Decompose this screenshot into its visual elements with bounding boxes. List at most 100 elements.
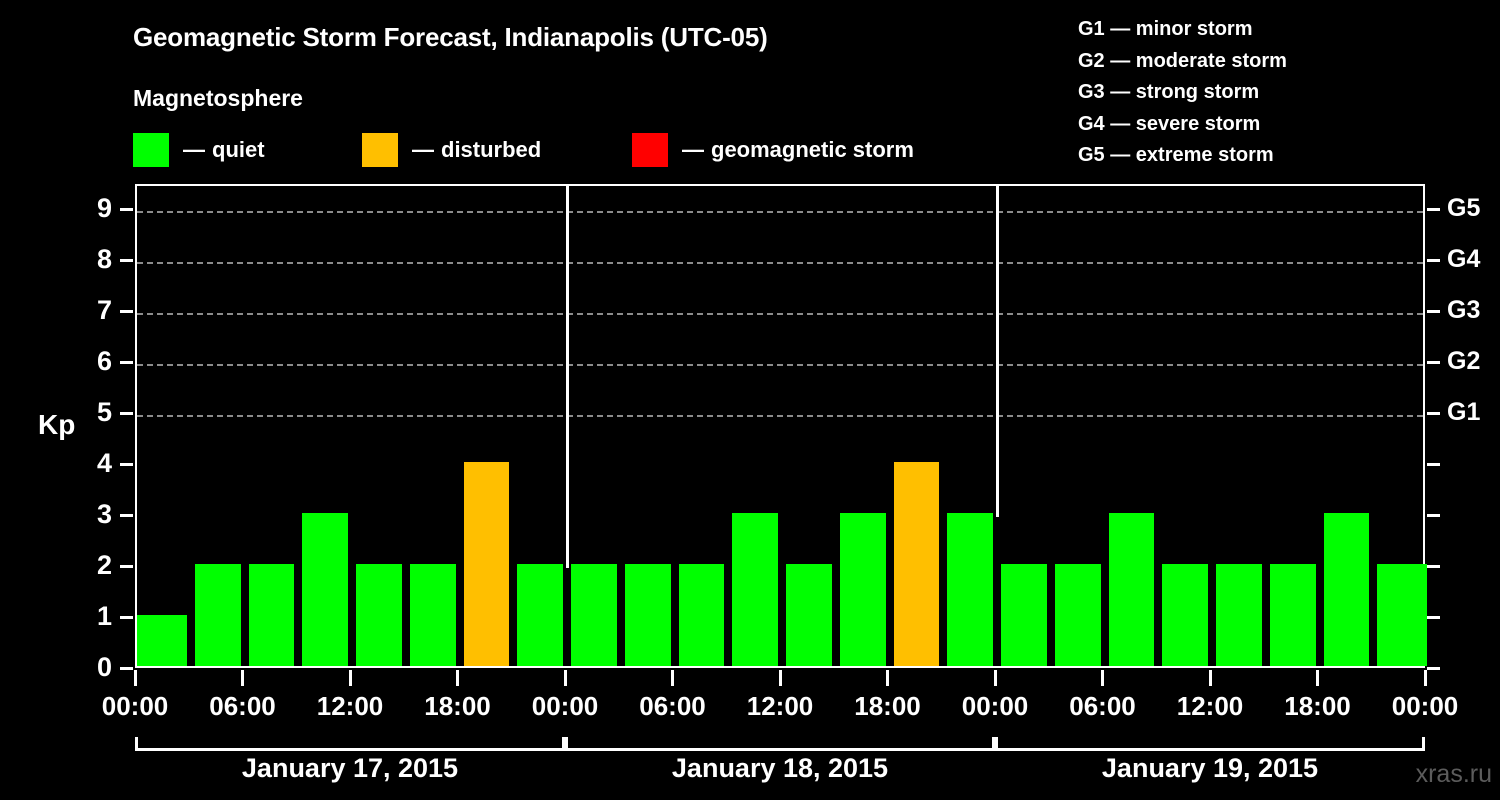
x-tick-label-9: 06:00 (1069, 691, 1136, 721)
bar-kp-Jan-19-15-00 (1269, 564, 1316, 666)
x-tick-label-11: 18:00 (1284, 691, 1351, 721)
gridline-kp-5 (137, 415, 1423, 418)
day-label-2: January 18, 2015 (671, 753, 889, 783)
y-tick-left-2 (120, 564, 133, 568)
bars-layer (137, 186, 1427, 666)
y-tick-right-9 (1427, 207, 1440, 211)
bar-kp-Jan-19-12-00 (1216, 564, 1262, 666)
legend-item-disturbed: — disturbed (362, 133, 541, 167)
bar-kp-Jan-17-06-00 (248, 564, 295, 666)
legend-dash: — (183, 137, 205, 162)
bar-kp-Jan-18-03-00 (624, 564, 671, 666)
x-tick-5 (671, 670, 674, 686)
y-tick-right-0 (1427, 666, 1440, 670)
legend-label: geomagnetic storm (711, 137, 914, 162)
day-bracket-2 (565, 737, 995, 751)
x-tick-2 (348, 670, 352, 686)
y-tick-label-4: 4 (96, 448, 112, 479)
bar-kp-Jan-19-18-00 (1323, 513, 1370, 666)
y-tick-label-0: 0 (96, 652, 112, 682)
g-scale-label-G2: G2 (1447, 347, 1481, 376)
y-tick-left-0 (120, 666, 133, 670)
y-tick-label-1: 1 (96, 601, 112, 632)
y-tick-left-3 (120, 513, 133, 517)
bar-kp-Jan-18-12-00 (786, 564, 832, 666)
bar-kp-Jan-18-00-00 (571, 564, 617, 666)
x-tick-3 (456, 670, 459, 686)
x-tick-11 (1316, 670, 1319, 686)
legend-label: quiet (212, 137, 265, 162)
gscale-key: G1 — minor storm G2 — moderate storm G3 — … (1078, 14, 1287, 172)
y-tick-left-8 (120, 258, 133, 262)
y-tick-label-6: 6 (96, 346, 112, 377)
x-tick-4 (563, 670, 567, 686)
y-tick-left-9 (120, 207, 133, 211)
y-tick-left-1 (120, 615, 133, 619)
gridline-kp-7 (137, 313, 1423, 316)
y-tick-right-3 (1427, 513, 1440, 517)
x-tick-label-7: 18:00 (854, 691, 921, 721)
bar-kp-Jan-19-00-00 (1001, 564, 1047, 666)
legend-group-title: Magnetosphere (133, 85, 303, 111)
bar-kp-Jan-18-09-00 (732, 513, 778, 666)
gscale-line-2: G2 — moderate storm (1078, 49, 1287, 72)
y-tick-right-6 (1427, 360, 1440, 364)
plot-area (135, 184, 1427, 668)
y-tick-right-2 (1427, 564, 1440, 568)
g-scale-label-G3: G3 (1447, 296, 1481, 325)
gridline-kp-6 (137, 364, 1423, 367)
y-tick-right-1 (1427, 615, 1440, 619)
day-bracket-1 (135, 737, 565, 751)
day-bracket-3 (995, 737, 1425, 751)
g-scale-label-G4: G4 (1447, 245, 1481, 274)
x-tick-label-1: 06:00 (209, 691, 276, 721)
storm-swatch (632, 133, 668, 167)
gscale-line-1: G1 — minor storm (1078, 18, 1253, 40)
day-label-1: January 17, 2015 (241, 753, 459, 783)
bar-kp-Jan-18-21-00 (947, 513, 993, 666)
gscale-line-4: G4 — severe storm (1078, 112, 1261, 135)
y-tick-left-6 (120, 360, 133, 364)
bar-kp-Jan-17-03-00 (194, 564, 241, 666)
g-scale-label-G5: G5 (1447, 194, 1481, 223)
bar-kp-Jan-19-09-00 (1162, 564, 1208, 666)
y-tick-label-5: 5 (96, 397, 112, 428)
legend-item-quiet: — quiet (133, 133, 265, 167)
y-tick-right-5 (1427, 411, 1440, 415)
gscale-line-3: G3 — strong storm (1078, 81, 1260, 103)
bar-kp-Jan-17-12-00 (356, 564, 402, 666)
day-divider-8 (565, 186, 569, 569)
x-tick-8 (993, 670, 997, 686)
x-tick-label-0: 00:00 (101, 691, 169, 721)
x-tick-label-5: 06:00 (639, 691, 706, 721)
watermark: xras.ru (1415, 760, 1492, 788)
page-title: Geomagnetic Storm Forecast, Indianapolis… (133, 22, 768, 52)
gridline-kp-8 (137, 262, 1423, 265)
bar-kp-Jan-19-03-00 (1054, 564, 1101, 666)
x-tick-label-2: 12:00 (316, 691, 384, 721)
bar-kp-Jan-18-15-00 (839, 513, 886, 666)
y-tick-left-5 (120, 411, 133, 415)
bar-kp-Jan-17-09-00 (302, 513, 348, 666)
quiet-swatch (133, 133, 169, 167)
x-tick-1 (241, 670, 244, 686)
gridline-kp-9 (137, 211, 1423, 214)
y-tick-right-8 (1427, 258, 1440, 262)
legend-item-geomagnetic-storm: — geomagnetic storm (632, 133, 914, 167)
x-tick-label-10: 12:00 (1176, 691, 1244, 721)
y-tick-label-9: 9 (96, 193, 112, 224)
x-tick-label-12: 00:00 (1391, 691, 1459, 721)
legend-label: disturbed (441, 137, 542, 162)
y-tick-left-7 (120, 309, 133, 313)
x-tick-label-3: 18:00 (424, 691, 491, 721)
y-tick-label-2: 2 (96, 550, 112, 581)
gscale-line-5: G5 — extreme storm (1078, 144, 1274, 166)
bar-kp-Jan-17-18-00 (463, 462, 510, 666)
plot-grid (137, 186, 1423, 666)
x-tick-10 (1208, 670, 1212, 686)
y-tick-right-7 (1427, 309, 1440, 313)
x-tick-label-6: 12:00 (746, 691, 814, 721)
y-tick-left-4 (120, 462, 133, 466)
y-tick-right-4 (1427, 462, 1440, 466)
